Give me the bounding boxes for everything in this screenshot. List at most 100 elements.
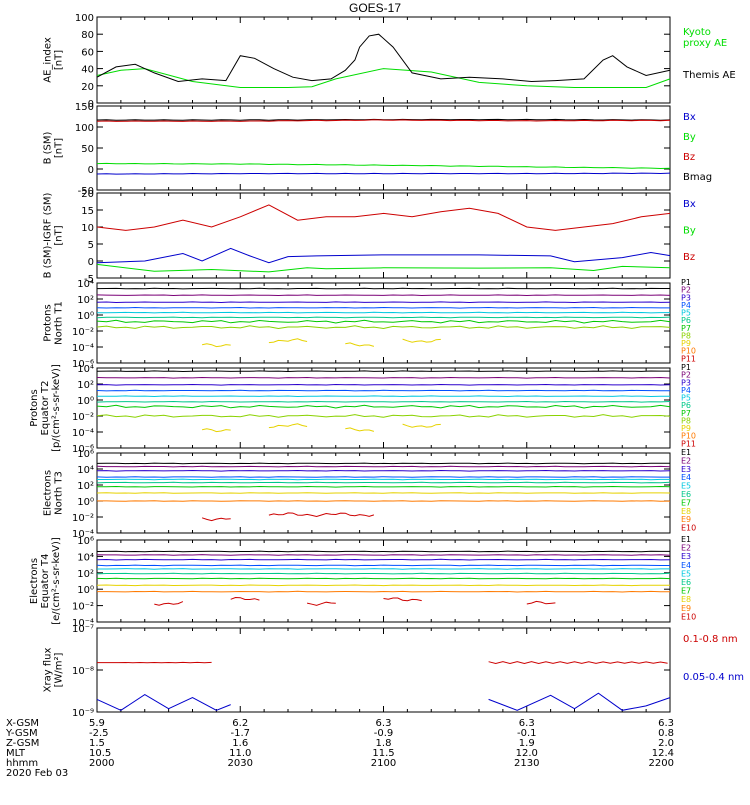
y-tick-label: 10⁴	[77, 364, 94, 375]
y-tick-label: 0	[88, 165, 94, 176]
series-line-themis-ae	[97, 34, 670, 81]
y-axis-label: North T3	[54, 471, 65, 515]
y-axis-label: Electrons	[43, 470, 54, 516]
y-tick-label: 10⁰	[77, 311, 94, 322]
panel-frame-bsm	[97, 106, 670, 190]
series-line-e3	[97, 471, 670, 472]
legend-entry: Bz	[683, 252, 695, 263]
series-line-kyoto-proxy-ae	[97, 69, 670, 88]
series-line-by	[97, 264, 670, 272]
series-line-e6	[97, 573, 670, 574]
series-line-e2	[97, 466, 670, 467]
legend-entry: 0.05-0.4 nm	[683, 672, 744, 683]
y-axis-label: [nT]	[54, 138, 65, 158]
y-tick-label: 0	[88, 257, 94, 268]
y-tick-label: 10⁻²	[72, 513, 94, 524]
series-line-p9	[345, 428, 374, 432]
series-line-p9	[202, 429, 231, 432]
y-axis-label: Protons	[43, 304, 54, 341]
y-axis-label: North T1	[54, 301, 65, 345]
ephemeris-label: 2020 Feb 03	[6, 768, 68, 779]
y-axis-label: [e/(cm²-s-sr-keV)]	[51, 537, 62, 625]
page-title: GOES-17	[0, 1, 750, 15]
series-line-e9	[97, 501, 670, 502]
y-tick-label: 10⁻⁴	[72, 343, 94, 354]
y-axis-label: Electrons	[29, 558, 40, 604]
y-tick-label: 10⁴	[77, 552, 94, 563]
series-line-p6	[97, 402, 670, 403]
y-axis-label: B (SM)-IGRF (SM)	[43, 193, 54, 279]
series-line-e2	[97, 555, 670, 556]
y-tick-label: 10⁴	[77, 465, 94, 476]
y-tick-label: 10⁰	[77, 497, 94, 508]
legend-entry: Bz	[683, 152, 695, 163]
y-tick-label: 15	[81, 206, 94, 217]
y-tick-label: 20	[81, 189, 94, 200]
series-line-0.05-0.4nm	[489, 693, 670, 710]
series-line-p1	[97, 288, 670, 289]
series-line-p7	[97, 405, 670, 408]
series-line-0.1-0.8nm	[489, 662, 668, 664]
legend-entry: 0.1-0.8 nm	[683, 634, 738, 645]
series-line-p9	[403, 424, 441, 427]
y-tick-label: 10	[81, 223, 94, 234]
ephemeris-value: 2200	[649, 758, 674, 769]
legend-entry: proxy AE	[683, 38, 727, 49]
y-axis-label: [p/(cm²-s-sr-keV)]	[51, 364, 62, 452]
y-tick-label: 40	[81, 65, 94, 76]
y-tick-label: 10²	[77, 295, 94, 306]
series-line-e10	[154, 602, 183, 606]
y-tick-label: 10²	[77, 380, 94, 391]
series-line-p5	[97, 312, 670, 313]
series-line-by	[97, 163, 670, 168]
panel-frame-ae	[97, 17, 670, 103]
series-line-bx	[97, 173, 670, 174]
legend-entry: Bx	[683, 112, 696, 123]
series-line-e10	[307, 602, 336, 605]
series-line-bz	[97, 205, 670, 231]
series-line-e3	[97, 559, 670, 560]
channel-label: P11	[681, 354, 696, 363]
channel-label: E10	[681, 612, 696, 621]
series-line-e10	[384, 598, 422, 601]
series-line-e10	[527, 601, 556, 604]
panel-frame-bigrf	[97, 193, 670, 278]
series-line-e8	[97, 493, 670, 494]
series-line-e5	[97, 569, 670, 570]
y-tick-label: 10⁻⁷	[72, 624, 94, 635]
legend-entry: Bx	[683, 199, 696, 210]
series-line-p9	[269, 339, 307, 343]
legend-entry: Themis AE	[682, 70, 736, 81]
series-line-e1	[97, 551, 670, 552]
series-line-p9	[345, 343, 374, 347]
y-tick-label: 10⁰	[77, 585, 94, 596]
series-line-0.05-0.4nm	[97, 695, 231, 711]
series-line-p4	[97, 390, 670, 391]
series-line-e8	[97, 585, 670, 586]
series-line-e6	[97, 482, 670, 483]
y-tick-label: 10⁻⁴	[72, 428, 94, 439]
ephemeris-value: 2000	[89, 758, 114, 769]
y-tick-label: 10²	[77, 481, 94, 492]
channel-label: E10	[681, 524, 696, 533]
series-line-e4	[97, 477, 670, 478]
y-tick-label: 10⁻²	[72, 602, 94, 613]
y-axis-label: Equator T2	[40, 381, 51, 436]
y-tick-label: 150	[75, 102, 94, 113]
legend-entry: By	[683, 132, 696, 143]
y-tick-label: 60	[81, 47, 94, 58]
ephemeris-value: 2130	[514, 758, 539, 769]
series-line-e9	[97, 591, 670, 592]
series-line-p2	[97, 295, 670, 296]
series-line-p1	[97, 371, 670, 372]
y-tick-label: 80	[81, 30, 94, 41]
series-line-p4	[97, 308, 670, 309]
y-axis-label: Xray flux	[43, 648, 54, 693]
series-line-p9	[202, 344, 231, 347]
ephemeris-value: 2030	[228, 758, 253, 769]
series-line-e7	[97, 578, 670, 579]
y-axis-label: Protons	[29, 389, 40, 426]
series-line-p9	[403, 339, 441, 342]
series-line-e7	[97, 487, 670, 488]
